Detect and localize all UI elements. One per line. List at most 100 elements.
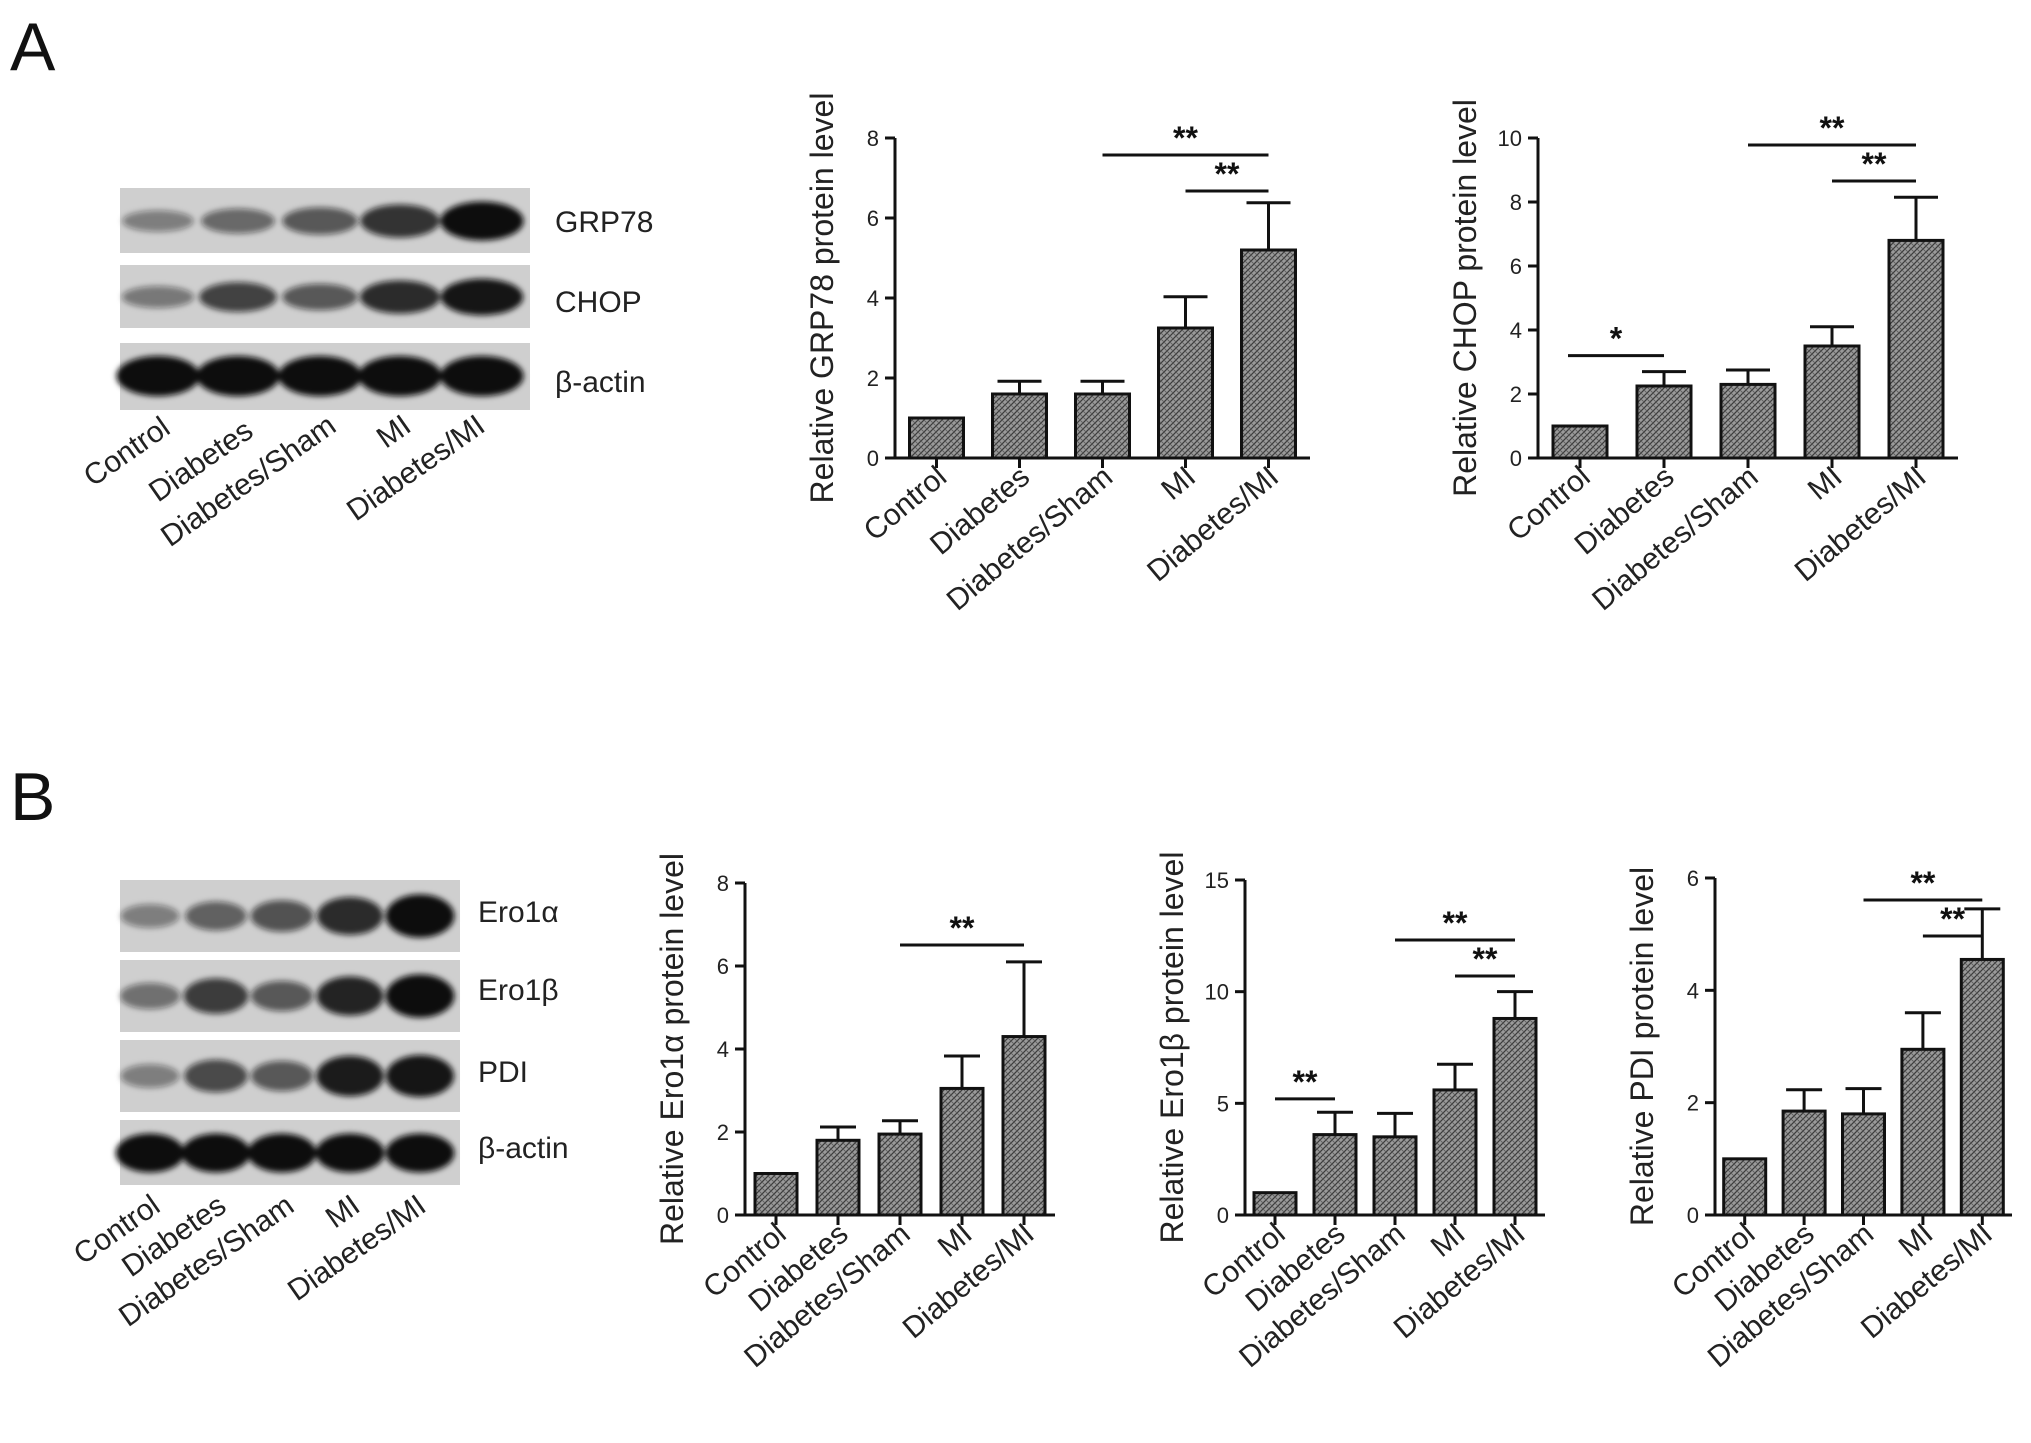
bar <box>1312 1133 1358 1217</box>
y-tick-label: 8 <box>867 126 879 151</box>
significance-label: ** <box>950 910 975 946</box>
bar <box>1240 248 1297 460</box>
significance-label: ** <box>1443 905 1468 941</box>
blot-band <box>119 982 181 1010</box>
y-tick-label: 6 <box>717 954 729 979</box>
blot-band <box>278 355 362 397</box>
bar <box>1841 1112 1886 1217</box>
blot-band <box>183 978 249 1014</box>
y-axis-title: Relative PDI protein level <box>1624 867 1660 1226</box>
bar <box>939 1086 985 1217</box>
significance-label: ** <box>1940 901 1965 937</box>
bar <box>1252 1191 1298 1217</box>
y-tick-label: 6 <box>1687 866 1699 891</box>
panel-letter-a: A <box>10 9 56 85</box>
blot-lane-label: MI <box>371 409 417 455</box>
blot-band <box>116 355 200 397</box>
blot-band <box>385 894 455 938</box>
significance-label: * <box>1610 321 1623 357</box>
blot-band <box>247 1133 317 1173</box>
y-axis-title: Relative CHOP protein level <box>1447 99 1483 497</box>
western-blot-b: Ero1α Ero1β PDI β-actin ControlDiabetesD… <box>68 880 569 1333</box>
blot-band <box>250 980 314 1012</box>
blot-band <box>199 282 277 312</box>
bar <box>1722 1157 1768 1217</box>
y-tick-label: 2 <box>867 366 879 391</box>
significance-label: ** <box>1862 146 1887 182</box>
blot-band <box>201 208 275 234</box>
bar <box>1719 382 1777 460</box>
bar <box>815 1138 861 1217</box>
bar <box>1432 1088 1478 1217</box>
blot-label-pdi: PDI <box>478 1056 528 1089</box>
y-tick-label: 0 <box>1510 446 1522 471</box>
y-tick-label: 4 <box>717 1037 729 1062</box>
y-tick-label: 6 <box>1510 254 1522 279</box>
significance-label: ** <box>1173 120 1198 156</box>
blot-band <box>250 900 314 932</box>
blot-band <box>282 283 358 311</box>
significance-label: ** <box>1910 865 1935 901</box>
blot-band <box>282 207 358 235</box>
blot-band <box>181 1133 251 1173</box>
bar <box>1900 1047 1946 1217</box>
blot-band <box>360 280 440 314</box>
blot-band <box>385 1133 455 1173</box>
blot-band <box>250 1060 314 1092</box>
blot-label-ero1a: Ero1α <box>478 896 559 929</box>
bar <box>1959 957 2005 1217</box>
panel-letter-b: B <box>10 759 55 835</box>
blot-lane-label: Diabetes/MI <box>341 409 491 528</box>
bar <box>1001 1035 1047 1217</box>
x-tick-label: MI <box>1802 460 1849 507</box>
western-blot-a: GRP78 CHOP β-actin ControlDiabetesDiabet… <box>78 188 653 553</box>
blot-band <box>440 278 524 316</box>
bar <box>753 1172 799 1217</box>
blot-band <box>440 355 524 397</box>
bar <box>1887 238 1945 460</box>
blot-label-grp78: GRP78 <box>555 206 653 239</box>
significance-label: ** <box>1473 941 1498 977</box>
bar <box>1551 424 1609 460</box>
y-tick-label: 2 <box>1510 382 1522 407</box>
bar <box>908 416 965 460</box>
blot-band <box>196 355 280 397</box>
y-tick-label: 0 <box>1217 1203 1229 1228</box>
bar <box>877 1132 923 1217</box>
blot-band <box>316 1055 384 1097</box>
y-tick-label: 4 <box>1510 318 1522 343</box>
y-tick-label: 0 <box>717 1203 729 1228</box>
bar <box>1492 1016 1538 1217</box>
blot-band <box>184 1059 248 1093</box>
bar <box>991 392 1048 460</box>
blot-label-actin-a: β-actin <box>555 366 646 399</box>
y-tick-label: 8 <box>717 871 729 896</box>
blot-band <box>358 355 442 397</box>
blot-band <box>317 896 383 936</box>
y-tick-label: 2 <box>1687 1091 1699 1116</box>
blot-band <box>122 210 194 232</box>
bar <box>1803 344 1861 460</box>
y-tick-label: 5 <box>1217 1091 1229 1116</box>
y-tick-label: 0 <box>867 446 879 471</box>
blot-band <box>315 1133 385 1173</box>
blot-label-chop: CHOP <box>555 286 642 319</box>
blot-band <box>316 976 384 1016</box>
blot-band <box>122 286 194 308</box>
y-tick-label: 0 <box>1687 1203 1699 1228</box>
blot-band <box>115 1133 185 1173</box>
significance-label: ** <box>1293 1064 1318 1100</box>
blot-band <box>120 904 180 928</box>
y-tick-label: 15 <box>1205 868 1229 893</box>
bar <box>1074 392 1131 460</box>
x-tick-label: MI <box>1155 460 1202 507</box>
significance-label: ** <box>1215 156 1240 192</box>
bar <box>1635 384 1693 460</box>
y-axis-title: Relative Ero1α protein level <box>654 853 690 1245</box>
y-tick-label: 4 <box>867 286 879 311</box>
